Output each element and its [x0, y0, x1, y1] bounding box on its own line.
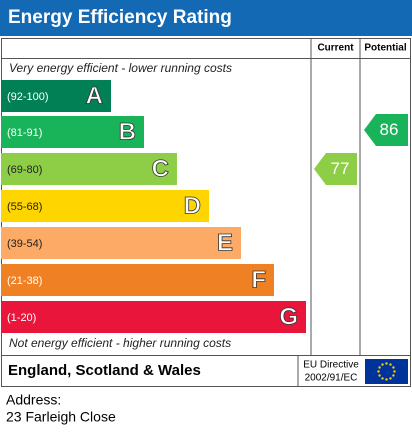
directive: EU Directive	[303, 360, 359, 371]
column-header: Potential	[364, 43, 406, 54]
title-bar	[0, 0, 412, 36]
star	[385, 378, 388, 381]
band	[1, 227, 241, 259]
star	[381, 363, 384, 366]
bands: (92-100) A (81-91) B (69-80) C (55-68) D (39-54)…	[1, 80, 306, 333]
star	[392, 366, 395, 369]
band	[1, 301, 306, 333]
band-letter: F	[251, 266, 266, 293]
band-range: (81-91)	[7, 127, 42, 139]
bottom-note: Not energy efficient - higher running co…	[9, 336, 231, 350]
current-rating: 77	[331, 159, 350, 178]
address-line: 23 Farleigh Close	[6, 409, 116, 425]
band-range: (1-20)	[7, 312, 36, 324]
column-header: Current	[317, 43, 354, 54]
band-range: (92-100)	[7, 91, 49, 103]
star	[381, 377, 384, 380]
band-letter: A	[86, 82, 103, 109]
band-letter: E	[217, 229, 233, 256]
star	[389, 377, 392, 380]
star	[378, 374, 381, 377]
star	[378, 366, 381, 369]
band-letter: D	[184, 192, 201, 219]
star	[385, 362, 388, 365]
top-note: Very energy efficient - lower running co…	[9, 61, 232, 75]
band	[1, 264, 274, 296]
band-range: (55-68)	[7, 201, 42, 213]
potential-rating: 86	[380, 120, 399, 139]
band	[1, 153, 177, 185]
current-arrow	[314, 153, 357, 185]
band-range: (21-38)	[7, 275, 42, 287]
star	[389, 363, 392, 366]
band-letter: G	[279, 303, 298, 330]
band-range: (69-80)	[7, 164, 42, 176]
title: Energy Efficiency Rating	[8, 7, 232, 28]
band	[1, 80, 111, 112]
band-letter: B	[119, 118, 136, 145]
star	[392, 374, 395, 377]
band-letter: C	[152, 155, 169, 182]
address-label: Address:	[6, 392, 61, 408]
star	[393, 370, 396, 373]
region: England, Scotland & Wales	[8, 362, 201, 379]
band	[1, 116, 144, 148]
band-range: (39-54)	[7, 238, 42, 250]
potential-arrow	[364, 114, 408, 146]
directive: 2002/91/EC	[305, 373, 358, 384]
eu-flag	[365, 359, 408, 384]
star	[377, 370, 380, 373]
band	[1, 190, 209, 222]
